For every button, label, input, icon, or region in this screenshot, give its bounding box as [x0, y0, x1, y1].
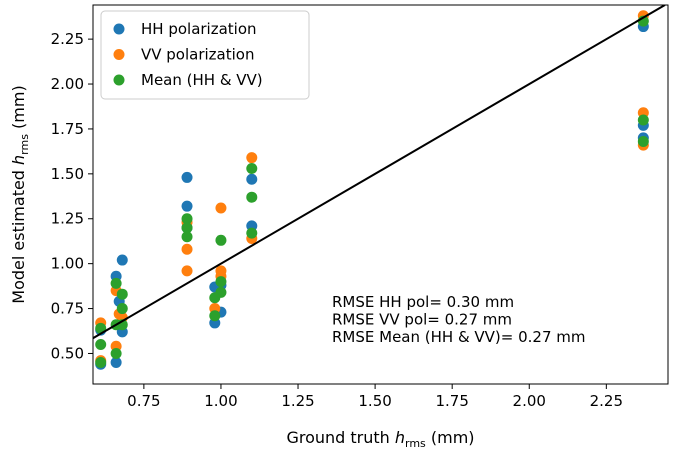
x-axis-title-symbol: h	[395, 428, 405, 447]
legend-marker-3	[113, 74, 125, 86]
y-axis-title-unit: (mm)	[9, 85, 28, 134]
legend-marker-2	[113, 49, 125, 60]
data-point-series-3-14	[209, 310, 221, 322]
x-axis-title-main: Ground truth	[286, 428, 394, 447]
y-tick-label: 1.00	[51, 255, 84, 273]
data-point-series-2-9	[181, 265, 193, 277]
axes: 0.75 1.00 1.25 1.50 1.75 2.00 2.25 0.50 0.75 1.00…	[9, 4, 669, 450]
data-point-series-2-11	[215, 202, 227, 214]
rmse-annotation-2: RMSE VV pol= 0.27 mm	[332, 311, 512, 329]
y-tick-label: 1.25	[51, 210, 84, 228]
legend: HH polarization VV polarization Mean (HH &…	[100, 10, 310, 100]
data-point-series-1-9	[181, 200, 193, 212]
x-tick-label: 2.00	[513, 392, 546, 410]
y-tick-label: 0.50	[51, 344, 84, 362]
legend-label-2: VV polarization	[141, 46, 254, 64]
data-point-series-3-16	[215, 286, 227, 298]
data-point-series-3-20	[246, 227, 258, 239]
data-point-series-3-11	[181, 231, 193, 243]
y-tick-label: 2.00	[51, 75, 84, 93]
data-point-series-3-1	[95, 338, 107, 350]
x-tick-label: 2.25	[590, 392, 623, 410]
x-axis-title: Ground truth hrms (mm)	[286, 428, 474, 450]
y-axis-title-subscript: rms	[18, 134, 31, 155]
data-point-series-1-8	[181, 171, 193, 183]
data-point-series-3-17	[215, 276, 227, 288]
data-point-series-3-7	[116, 288, 128, 300]
data-point-series-3-18	[246, 162, 258, 174]
legend-marker-1	[113, 23, 125, 35]
data-point-series-3-5	[110, 277, 122, 289]
y-axis-title: Model estimated hrms (mm)	[9, 85, 31, 303]
data-point-series-3-22	[637, 114, 649, 126]
rmse-annotation-1: RMSE HH pol= 0.30 mm	[332, 293, 514, 311]
data-point-series-1-3	[110, 356, 122, 368]
y-tick-label: 1.75	[51, 120, 84, 138]
rmse-annotation-3: RMSE Mean (HH & VV)= 0.27 mm	[332, 328, 586, 346]
x-axis-title-unit: (mm)	[426, 428, 475, 447]
data-point-series-1-6	[116, 254, 128, 266]
data-point-series-3-8	[116, 303, 128, 315]
x-axis-title-subscript: rms	[405, 437, 426, 450]
data-point-series-3-15	[215, 234, 227, 246]
x-tick-label: 1.75	[435, 392, 468, 410]
data-point-series-2-14	[246, 152, 258, 164]
legend-label-3: Mean (HH & VV)	[141, 71, 263, 89]
data-point-series-3-23	[637, 136, 649, 148]
plot-frame	[92, 4, 669, 385]
y-axis-title-symbol: h	[9, 155, 28, 165]
legend-label-1: HH polarization	[141, 20, 257, 38]
y-tick-label: 0.75	[51, 300, 84, 318]
data-point-series-3-4	[110, 347, 122, 359]
data-point-series-3-12	[181, 222, 193, 234]
one-to-one-line	[93, 5, 666, 340]
y-tick-label: 2.25	[51, 30, 84, 48]
x-tick-label: 1.25	[281, 392, 314, 410]
data-point-series-3-10	[181, 213, 193, 225]
data-point-series-1-15	[246, 173, 258, 185]
data-point-series-2-8	[181, 243, 193, 255]
x-tick-label: 0.75	[127, 392, 160, 410]
plot-area	[93, 5, 666, 370]
x-tick-label: 1.50	[358, 392, 391, 410]
data-point-series-3-19	[246, 191, 258, 203]
data-point-series-3-3	[95, 356, 107, 368]
x-tick-label: 1.00	[204, 392, 237, 410]
y-axis-title-main: Model estimated	[9, 165, 28, 304]
legend-box	[100, 10, 310, 100]
y-tick-label: 1.50	[51, 165, 84, 183]
